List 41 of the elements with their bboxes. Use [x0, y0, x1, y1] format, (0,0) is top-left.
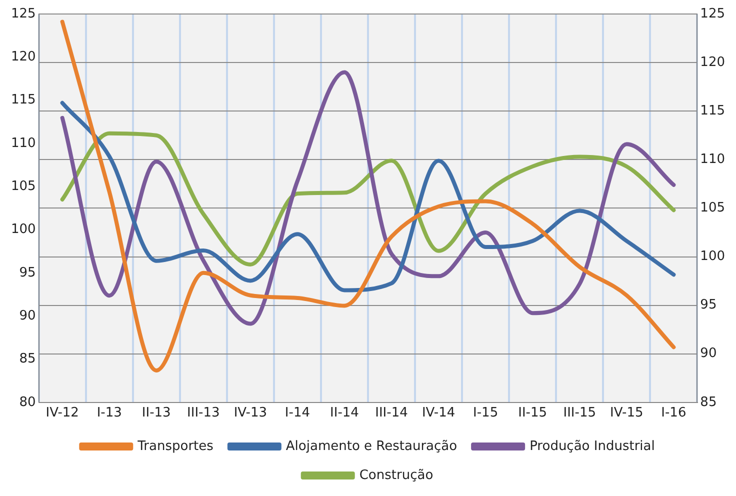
x-tick-label: IV-13 — [234, 406, 268, 421]
y-tick-label: 95 — [19, 265, 36, 280]
y2-tick-label: 95 — [700, 298, 717, 313]
y-tick-label: 120 — [10, 50, 36, 65]
x-tick-label: I-13 — [96, 406, 122, 421]
y-tick-label: 115 — [10, 92, 36, 108]
y2-tick-label: 105 — [700, 200, 726, 216]
y-tick-label: 100 — [10, 222, 36, 238]
x-tick-label: IV-12 — [46, 406, 79, 421]
y2-tick-label: 110 — [700, 152, 726, 168]
legend-label: Transportes — [136, 438, 214, 454]
x-tick-label: I-16 — [661, 406, 686, 421]
y-tick-label: 90 — [19, 308, 36, 324]
y-tick-label: 125 — [10, 6, 36, 22]
y-tick-label: 85 — [19, 352, 36, 367]
line-series — [60, 70, 676, 326]
line-series — [60, 100, 676, 292]
x-tick-label: III-14 — [375, 406, 408, 421]
y2-tick-label: 115 — [700, 103, 726, 118]
y2-tick-label: 100 — [700, 249, 726, 264]
line-series — [60, 20, 676, 372]
x-tick-label: I-15 — [473, 406, 498, 421]
legend-label: Alojamento e Restauração — [286, 438, 458, 454]
x-tick-label: II-13 — [142, 406, 171, 421]
y2-tick-label: 85 — [700, 394, 717, 410]
legend-label: Construção — [359, 468, 434, 483]
y2-tick-label: 90 — [700, 346, 717, 362]
y-tick-label: 80 — [19, 394, 36, 410]
x-tick-label: IV-14 — [422, 406, 456, 421]
y2-tick-label: 125 — [700, 6, 726, 22]
x-tick-label: III-15 — [563, 406, 596, 421]
x-tick-label: II-14 — [330, 406, 359, 421]
y-tick-label: 105 — [10, 178, 36, 194]
x-tick-label: III-13 — [187, 406, 220, 421]
x-tick-label: IV-15 — [610, 406, 644, 421]
x-tick-label: I-14 — [284, 406, 310, 421]
y2-tick-label: 120 — [700, 54, 726, 70]
legend-label: Produção Industrial — [530, 438, 655, 454]
x-tick-label: II-15 — [518, 406, 548, 421]
line-series — [60, 131, 676, 267]
y-tick-label: 110 — [10, 136, 36, 151]
